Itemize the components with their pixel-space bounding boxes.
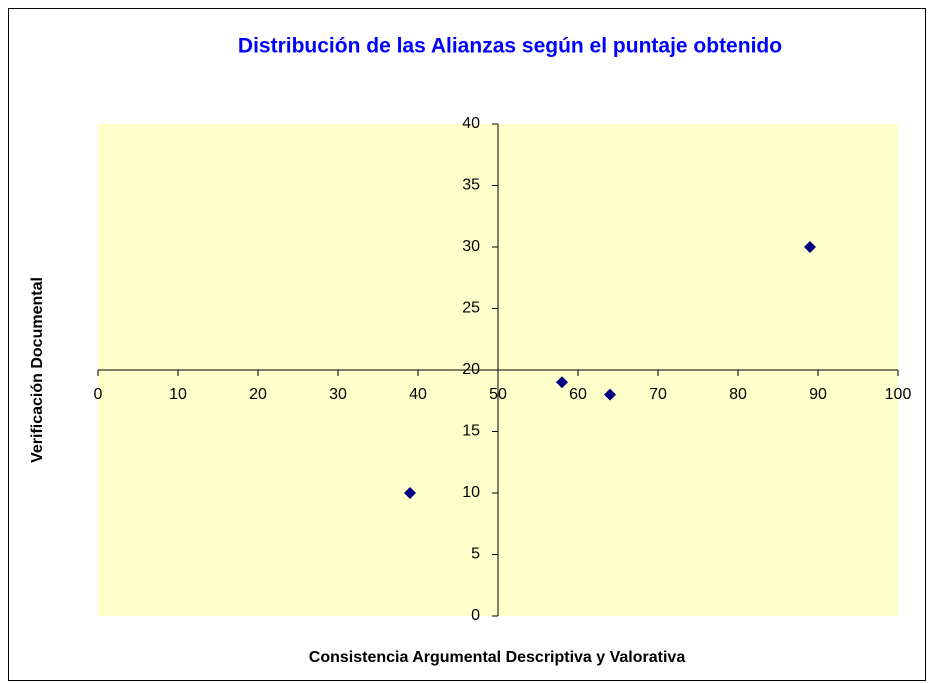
y-tick-label: 20 [462, 361, 480, 378]
point [604, 388, 616, 401]
x-tick-label: 90 [809, 386, 827, 403]
x-tick-label: 0 [94, 386, 103, 403]
point [404, 487, 416, 499]
x-tick-label: 20 [249, 386, 267, 403]
chart-title: Distribución de las Alianzas según el pu… [238, 35, 782, 58]
y-tick-label: 35 [462, 177, 480, 194]
x-tick-label: 80 [729, 386, 747, 403]
x-tick-label: 60 [569, 386, 587, 403]
y-tick-label: 40 [462, 115, 480, 132]
y-tick-label: 25 [462, 300, 480, 317]
x-tick-label: 100 [885, 386, 912, 403]
x-tick-label: 10 [169, 386, 187, 403]
y-tick-label: 10 [462, 484, 480, 501]
point [804, 241, 816, 253]
y-tick-label: 0 [471, 607, 480, 624]
x-tick-label: 40 [409, 386, 427, 403]
y-tick-label: 15 [462, 423, 480, 440]
x-tick-label: 50 [489, 386, 507, 403]
x-tick-label: 30 [329, 386, 347, 403]
point [556, 376, 568, 389]
y-tick-label: 30 [462, 238, 480, 255]
y-axis-title: Verificación Documental [29, 277, 46, 463]
y-tick-label: 5 [471, 546, 480, 563]
x-axis-title: Consistencia Argumental Descriptiva y Va… [309, 649, 686, 666]
x-tick-label: 70 [649, 386, 667, 403]
